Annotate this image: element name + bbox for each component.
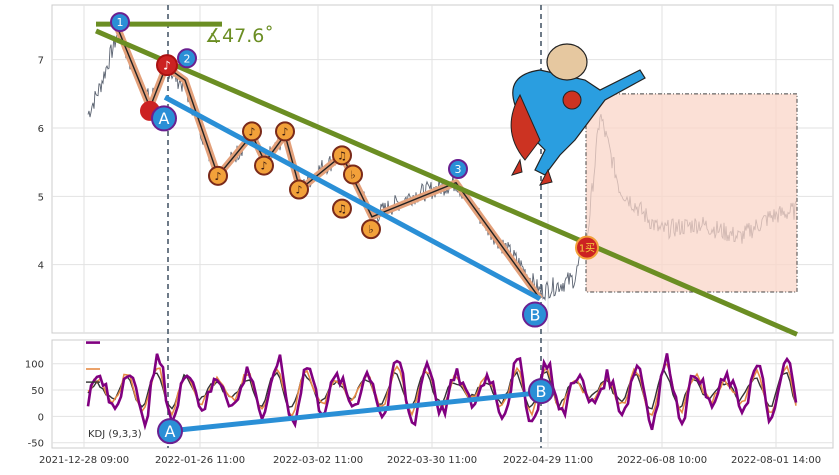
x-tick-label: 2022-08-01 14:00 bbox=[731, 455, 821, 466]
y-tick-label: 100 bbox=[25, 360, 44, 371]
buy-marker-label: 1买 bbox=[579, 243, 595, 255]
mascot-image bbox=[510, 43, 646, 186]
mascot-head bbox=[546, 43, 588, 81]
y-tick-label: 5 bbox=[38, 192, 44, 203]
indicator-label: KDJ (9,3,3) bbox=[88, 429, 142, 440]
kdj-j-line bbox=[86, 353, 798, 431]
x-tick-label: 2022-03-30 11:00 bbox=[387, 455, 477, 466]
wave1-marker bbox=[110, 12, 130, 33]
red-note-label: ♪ bbox=[163, 58, 171, 72]
y-tick-label: 50 bbox=[31, 386, 44, 397]
mascot-body bbox=[512, 69, 646, 176]
note-badge-marker bbox=[332, 145, 352, 166]
wave3-label: 3 bbox=[455, 163, 462, 176]
x-tick-label: 2022-04-29 11:00 bbox=[503, 455, 593, 466]
x-tick-label: 2021-12-28 09:00 bbox=[39, 455, 129, 466]
y-tick-label: -50 bbox=[28, 439, 44, 450]
point-b-price-label: B bbox=[530, 305, 541, 324]
y-tick-label: 7 bbox=[38, 56, 44, 67]
note-badge-label: ♪ bbox=[295, 183, 302, 196]
red-note-marker bbox=[156, 54, 178, 77]
point-a-price-label: A bbox=[159, 109, 170, 128]
trend-line bbox=[95, 28, 798, 337]
mascot-boots bbox=[510, 158, 553, 186]
wave3-marker bbox=[448, 159, 468, 179]
x-tick-label: 2022-03-02 11:00 bbox=[273, 455, 363, 466]
note-badge-label: ♫ bbox=[337, 203, 347, 216]
note-badge-label: ♪ bbox=[260, 160, 267, 173]
note-badge-marker bbox=[275, 121, 295, 142]
wave2-marker bbox=[177, 48, 197, 69]
note-badge-label: ♭ bbox=[368, 223, 373, 236]
wave1-label: 1 bbox=[117, 16, 124, 29]
note-badge-marker bbox=[332, 198, 352, 219]
highlight-rectangle bbox=[585, 93, 798, 293]
x-tick-label: 2022-01-26 11:00 bbox=[155, 455, 245, 466]
mascot-emblem bbox=[562, 90, 582, 110]
mascot-cape bbox=[510, 93, 541, 161]
point-a-kdj-label: A bbox=[165, 422, 176, 441]
ab-line-kdj bbox=[167, 390, 541, 434]
point-a-price-marker bbox=[151, 105, 177, 132]
buy-marker bbox=[575, 235, 599, 260]
note-badge-marker bbox=[343, 164, 363, 185]
note-badge-marker bbox=[254, 155, 274, 176]
point-b-kdj-label: B bbox=[536, 382, 547, 401]
ab-line-price bbox=[163, 95, 542, 302]
y-tick-label: 0 bbox=[38, 412, 44, 423]
note-badge-label: ♪ bbox=[281, 125, 288, 138]
note-badge-label: ♪ bbox=[214, 170, 221, 183]
x-tick-label: 2022-06-08 10:00 bbox=[617, 455, 707, 466]
point-b-kdj-marker bbox=[528, 378, 554, 405]
point-a-kdj-marker bbox=[157, 418, 183, 445]
point-b-price-marker bbox=[522, 301, 548, 328]
angle-label: ∡47.6˚ bbox=[205, 25, 274, 47]
note-badge-marker bbox=[242, 121, 262, 142]
note-badge-label: ♭ bbox=[350, 168, 355, 181]
y-tick-label: 4 bbox=[38, 261, 44, 272]
wave2-label: 2 bbox=[184, 52, 191, 65]
note-badge-label: ♪ bbox=[248, 125, 255, 138]
note-badge-marker bbox=[361, 219, 381, 240]
note-badge-marker bbox=[289, 179, 309, 200]
y-tick-label: 6 bbox=[38, 124, 44, 135]
note-badge-marker bbox=[208, 165, 228, 186]
note-badge-label: ♫ bbox=[337, 149, 347, 162]
